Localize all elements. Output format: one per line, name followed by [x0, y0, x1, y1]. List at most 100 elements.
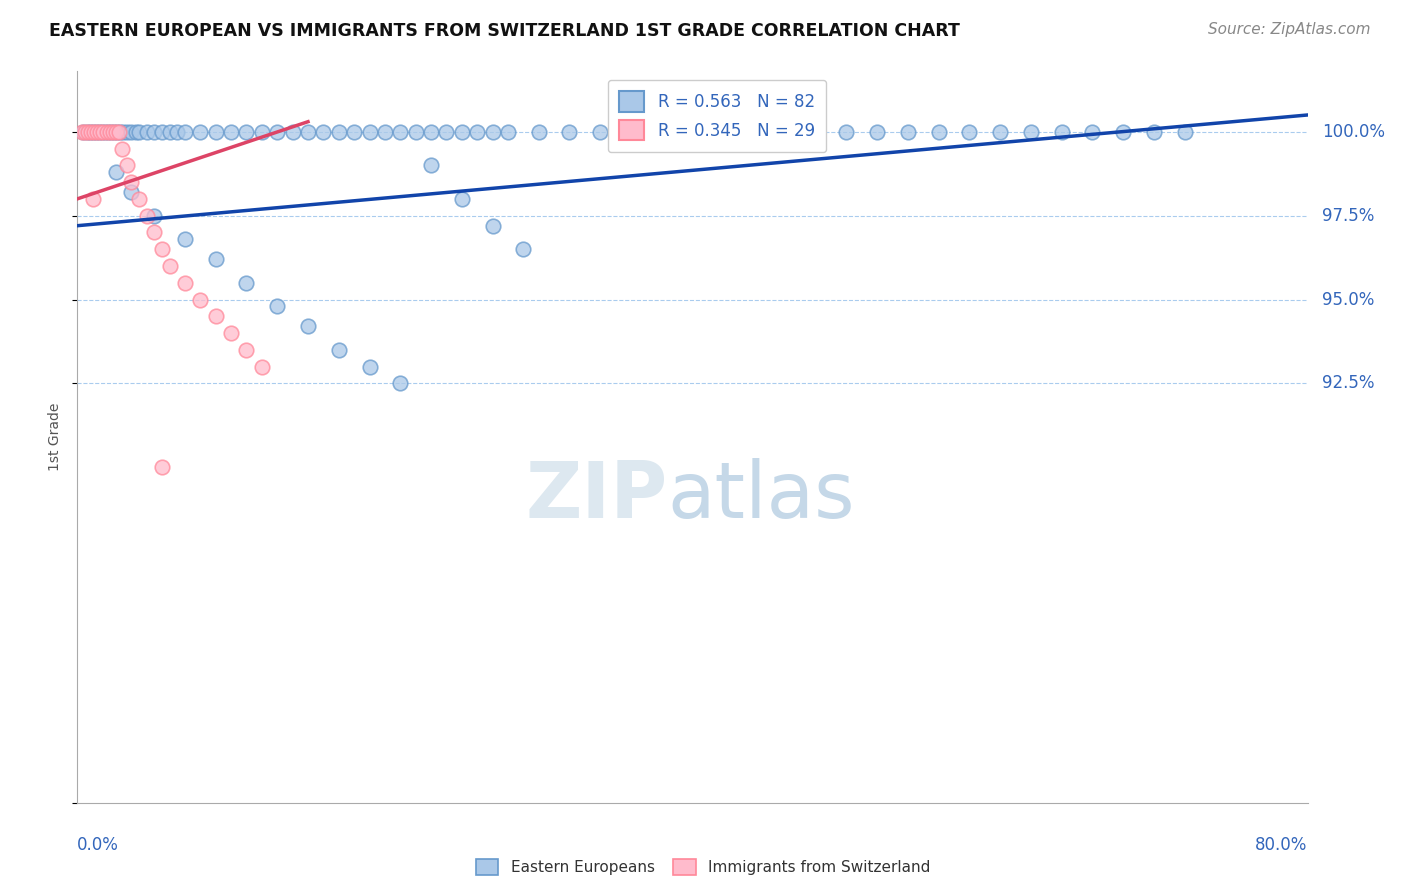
Point	[111, 142, 134, 156]
Text: EASTERN EUROPEAN VS IMMIGRANTS FROM SWITZERLAND 1ST GRADE CORRELATION CHART: EASTERN EUROPEAN VS IMMIGRANTS FROM SWIT…	[49, 22, 960, 40]
Point	[174, 125, 197, 139]
Point	[1019, 125, 1042, 139]
Point	[773, 125, 796, 139]
Point	[465, 125, 488, 139]
Point	[988, 125, 1011, 139]
Point	[143, 125, 166, 139]
Point	[84, 125, 107, 139]
Point	[112, 125, 135, 139]
Point	[115, 158, 138, 172]
Point	[76, 125, 98, 139]
Point	[70, 125, 93, 139]
Point	[1112, 125, 1135, 139]
Point	[80, 125, 103, 139]
Text: Source: ZipAtlas.com: Source: ZipAtlas.com	[1208, 22, 1371, 37]
Point	[204, 310, 226, 324]
Point	[188, 293, 212, 307]
Text: 80.0%: 80.0%	[1256, 836, 1308, 854]
Point	[957, 125, 980, 139]
Text: 92.5%: 92.5%	[1323, 375, 1375, 392]
Point	[98, 125, 121, 139]
Point	[120, 185, 142, 199]
Point	[742, 125, 765, 139]
Point	[87, 125, 110, 139]
Point	[100, 125, 122, 139]
Point	[204, 125, 226, 139]
Point	[89, 125, 111, 139]
Point	[125, 125, 148, 139]
Point	[1174, 125, 1197, 139]
Point	[150, 125, 173, 139]
Point	[527, 125, 550, 139]
Point	[420, 125, 443, 139]
Legend: R = 0.563   N = 82, R = 0.345   N = 29: R = 0.563 N = 82, R = 0.345 N = 29	[607, 79, 827, 152]
Point	[103, 125, 125, 139]
Point	[143, 209, 166, 223]
Point	[389, 376, 412, 391]
Point	[101, 125, 124, 139]
Text: atlas: atlas	[668, 458, 855, 533]
Point	[150, 460, 173, 475]
Point	[105, 125, 128, 139]
Point	[174, 276, 197, 290]
Point	[104, 125, 127, 139]
Text: 0.0%: 0.0%	[77, 836, 120, 854]
Point	[115, 125, 138, 139]
Point	[82, 192, 104, 206]
Point	[450, 125, 472, 139]
Point	[281, 125, 304, 139]
Point	[77, 125, 100, 139]
Point	[159, 259, 181, 273]
Point	[104, 165, 127, 179]
Point	[93, 125, 115, 139]
Point	[389, 125, 412, 139]
Point	[96, 125, 118, 139]
Y-axis label: 1st Grade: 1st Grade	[48, 403, 62, 471]
Text: ZIP: ZIP	[526, 458, 668, 533]
Point	[219, 326, 242, 340]
Point	[250, 359, 273, 374]
Point	[405, 125, 427, 139]
Point	[128, 125, 150, 139]
Point	[1081, 125, 1104, 139]
Point	[928, 125, 950, 139]
Point	[266, 125, 288, 139]
Point	[204, 252, 226, 267]
Point	[110, 125, 132, 139]
Point	[835, 125, 858, 139]
Point	[620, 125, 643, 139]
Legend: Eastern Europeans, Immigrants from Switzerland: Eastern Europeans, Immigrants from Switz…	[470, 854, 936, 881]
Point	[128, 192, 150, 206]
Point	[297, 319, 319, 334]
Point	[1143, 125, 1166, 139]
Point	[159, 125, 181, 139]
Text: 97.5%: 97.5%	[1323, 207, 1375, 225]
Point	[897, 125, 920, 139]
Text: 100.0%: 100.0%	[1323, 123, 1385, 141]
Point	[86, 125, 108, 139]
Point	[374, 125, 396, 139]
Point	[266, 299, 288, 313]
Point	[235, 343, 257, 357]
Point	[219, 125, 242, 139]
Point	[90, 125, 114, 139]
Point	[481, 125, 503, 139]
Point	[481, 219, 503, 233]
Point	[804, 125, 827, 139]
Point	[72, 125, 94, 139]
Point	[143, 226, 166, 240]
Text: 95.0%: 95.0%	[1323, 291, 1375, 309]
Point	[589, 125, 612, 139]
Point	[436, 125, 458, 139]
Point	[94, 125, 117, 139]
Point	[312, 125, 335, 139]
Point	[83, 125, 105, 139]
Point	[174, 232, 197, 246]
Point	[1050, 125, 1073, 139]
Point	[188, 125, 212, 139]
Point	[866, 125, 889, 139]
Point	[73, 125, 96, 139]
Point	[359, 359, 381, 374]
Point	[235, 276, 257, 290]
Point	[359, 125, 381, 139]
